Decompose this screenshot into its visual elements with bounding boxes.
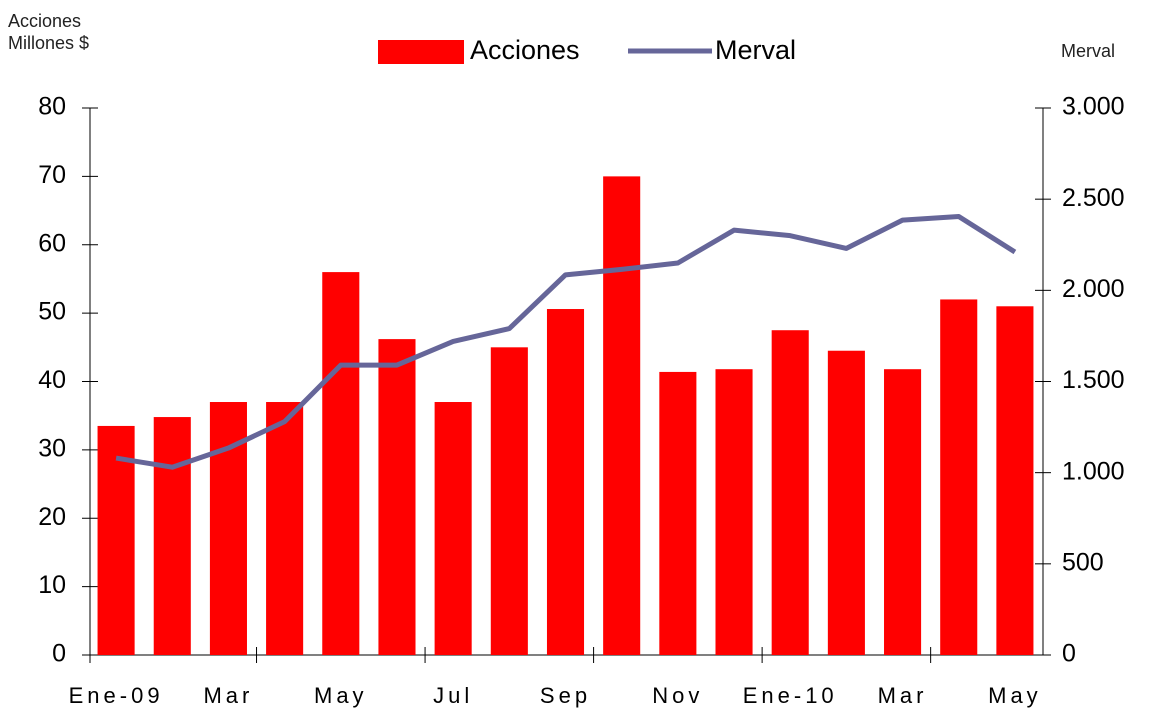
bar <box>490 347 528 655</box>
bar <box>996 306 1034 655</box>
x-tick-label: Ene-10 <box>743 683 838 708</box>
y2-tick-label: 1.500 <box>1062 366 1125 394</box>
bar <box>378 339 416 655</box>
legend-label: Merval <box>715 35 796 65</box>
legend-label: Acciones <box>470 35 580 65</box>
x-tick-label: Jul <box>433 683 473 708</box>
x-tick-label: Mar <box>203 683 253 708</box>
x-tick-label: Ene-09 <box>69 683 164 708</box>
y2-tick-label: 500 <box>1062 548 1104 576</box>
y2-axis-title: Merval <box>1061 41 1115 61</box>
x-tick-label: May <box>314 683 368 708</box>
y2-tick-label: 3.000 <box>1062 93 1125 121</box>
bar <box>884 369 922 655</box>
y2-tick-label: 1.000 <box>1062 457 1125 485</box>
y-tick-label: 30 <box>38 434 66 462</box>
line <box>115 213 1017 470</box>
x-tick-label: May <box>988 683 1042 708</box>
bar <box>266 402 304 655</box>
y-tick-label: 50 <box>38 298 66 326</box>
y2-tick-label: 2.000 <box>1062 275 1125 303</box>
bar <box>715 369 753 655</box>
y-tick-label: 80 <box>38 93 66 121</box>
y-tick-label: 0 <box>52 640 66 668</box>
bar <box>546 309 585 655</box>
y-tick-label: 70 <box>38 161 66 189</box>
x-tick-label: Mar <box>878 683 928 708</box>
bar <box>771 330 809 655</box>
y-axis-title: Millones $ <box>8 33 89 53</box>
legend-swatch <box>378 40 464 64</box>
bar <box>827 350 865 655</box>
y-axis-title: Acciones <box>8 11 81 31</box>
y-tick-label: 40 <box>38 366 66 394</box>
y-tick-label: 20 <box>38 503 66 531</box>
bar <box>603 176 641 655</box>
y2-tick-label: 0 <box>1062 640 1076 668</box>
bar <box>97 425 135 655</box>
x-tick-label: Sep <box>540 683 591 708</box>
y2-tick-label: 2.500 <box>1062 184 1125 212</box>
bar <box>659 371 697 655</box>
bar <box>153 417 191 655</box>
x-tick-label: Nov <box>652 683 703 708</box>
y-tick-label: 10 <box>38 571 66 599</box>
bar <box>322 272 360 655</box>
bar <box>940 299 978 655</box>
y-tick-label: 60 <box>38 229 66 257</box>
bar <box>434 402 472 655</box>
